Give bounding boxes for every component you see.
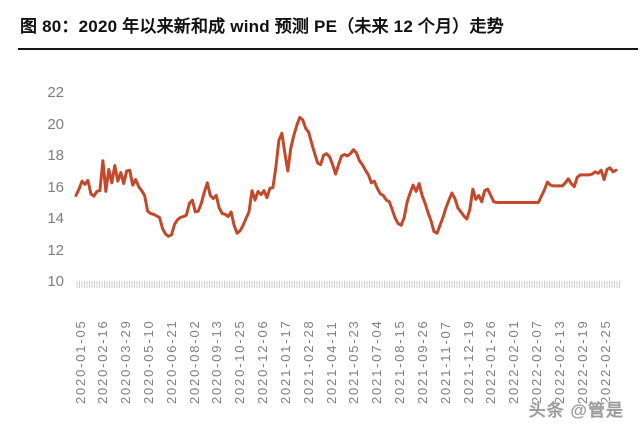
x-tick-label: 2020-12-06: [255, 319, 271, 405]
figure-title: 图 80：2020 年以来新和成 wind 预测 PE（未来 12 个月）走势: [20, 17, 504, 36]
watermark-toutiao: 头条 @管是: [528, 401, 624, 420]
x-tick-label: 2021-05-23: [346, 319, 362, 405]
x-tick-label: 2020-06-21: [163, 319, 179, 405]
x-tick-label: 2022-02-07: [529, 319, 545, 405]
x-tick-label: 2020-02-16: [95, 319, 111, 405]
y-tick-label: 18: [47, 147, 64, 164]
y-tick-label: 12: [47, 241, 64, 259]
x-tick-label: 2022-01-26: [483, 319, 499, 405]
x-tick-label: 2022-02-25: [597, 319, 613, 405]
y-tick-label: 16: [47, 178, 64, 196]
x-axis-tick-comb: [76, 281, 620, 288]
x-tick-label: 2020-10-25: [232, 319, 248, 405]
x-tick-label: 2021-02-28: [300, 319, 316, 405]
x-tick-label: 2020-09-13: [209, 319, 225, 405]
y-tick-label: 20: [47, 115, 64, 133]
x-tick-label: 2021-04-11: [323, 320, 339, 404]
x-tick-label: 2021-07-04: [369, 319, 385, 405]
x-tick-label: 2022-02-19: [574, 319, 590, 405]
title-underline: [18, 48, 638, 50]
x-tick-label: 2021-12-19: [460, 319, 476, 405]
y-tick-label: 22: [47, 84, 64, 101]
x-tick-label: 2021-09-26: [414, 319, 430, 405]
x-tick-label: 2021-11-07: [437, 320, 453, 404]
x-tick-label: 2021-01-17: [277, 319, 293, 405]
x-tick-label: 2021-08-15: [392, 319, 408, 405]
y-tick-label: 14: [47, 210, 64, 227]
x-tick-label: 2020-08-02: [186, 319, 202, 405]
x-tick-label: 2020-01-05: [72, 319, 88, 405]
x-tick-label: 2020-05-10: [140, 319, 156, 405]
x-tick-label: 2022-02-13: [551, 319, 567, 405]
x-tick-label: 2022-02-01: [506, 319, 522, 405]
x-tick-label: 2020-03-29: [118, 319, 134, 405]
y-tick-label: 10: [47, 273, 64, 290]
pe-series-line: [74, 115, 618, 238]
